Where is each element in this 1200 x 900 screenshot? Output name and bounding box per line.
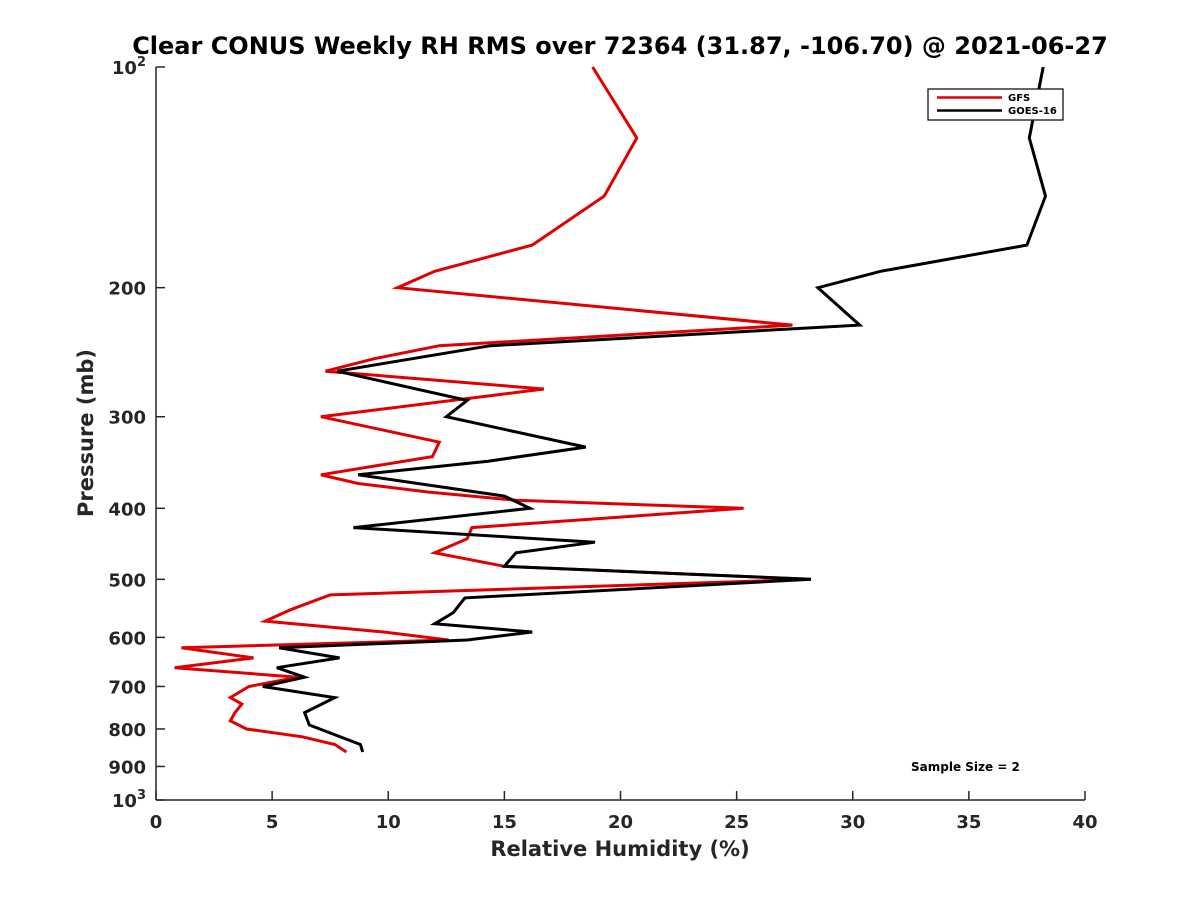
x-tick-label: 0 [150, 812, 163, 833]
plot-area: 0 5 10 15 20 25 30 35 40 102 200 300 400 500 600 700 80… [108, 55, 1097, 833]
series-line-gfs [174, 66, 811, 754]
y-axis-label: Pressure (mb) [74, 349, 98, 517]
x-tick-label: 25 [724, 812, 749, 833]
x-tick-label: 10 [376, 812, 401, 833]
x-ticks: 0 5 10 15 20 25 30 35 40 [150, 791, 1098, 833]
sample-size-annotation: Sample Size = 2 [911, 760, 1020, 774]
legend-box [927, 88, 1064, 121]
chart-title: Clear CONUS Weekly RH RMS over 72364 (31… [132, 32, 1108, 60]
y-tick-label: 103 [112, 788, 146, 812]
y-tick-label: 600 [108, 628, 146, 649]
y-tick-label: 102 [112, 55, 146, 79]
x-tick-label: 5 [266, 812, 279, 833]
legend-label-gfs: GFS [1008, 93, 1030, 104]
x-tick-label: 15 [492, 812, 517, 833]
y-tick-label: 300 [108, 408, 146, 429]
y-tick-label: 200 [108, 279, 146, 300]
series-layer [174, 66, 1048, 754]
y-tick-label: 700 [108, 677, 146, 698]
x-axis-label: Relative Humidity (%) [490, 837, 749, 861]
y-ticks: 102 200 300 400 500 600 700 800 900 103 [108, 55, 165, 812]
y-tick-label: 900 [108, 757, 146, 778]
x-tick-label: 40 [1072, 812, 1097, 833]
x-tick-label: 20 [608, 812, 633, 833]
x-tick-label: 30 [840, 812, 865, 833]
y-tick-label: 400 [108, 499, 146, 520]
y-tick-label: 500 [108, 570, 146, 591]
y-tick-label: 800 [108, 720, 146, 741]
x-tick-label: 35 [956, 812, 981, 833]
legend-label-goes-16: GOES-16 [1008, 106, 1057, 117]
legend: GFS GOES-16 [927, 88, 1064, 121]
series-line-goes-16 [262, 66, 1048, 753]
